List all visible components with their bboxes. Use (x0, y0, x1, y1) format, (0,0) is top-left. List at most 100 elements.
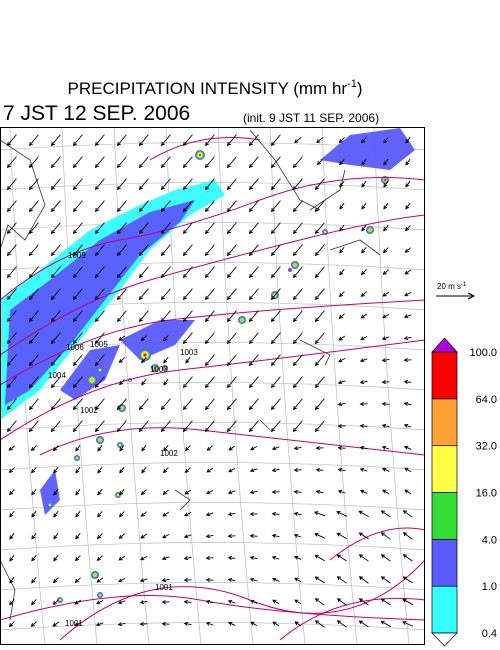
wind-arrow (270, 134, 281, 147)
wind-arrow (119, 379, 125, 386)
wind-arrow (293, 555, 302, 560)
wind-arrow (292, 178, 303, 191)
wind-arrow (138, 398, 149, 411)
wind-arrow (116, 398, 127, 411)
wind-arrow (163, 378, 169, 386)
precip-area (120, 320, 195, 360)
meridian (113, 127, 150, 645)
wind-arrow (361, 247, 367, 254)
precip-cell (154, 367, 156, 369)
wind-arrow (183, 534, 192, 539)
coastline (249, 129, 321, 211)
wind-arrow (182, 398, 193, 411)
coastline (0, 139, 46, 251)
wind-arrow (381, 467, 390, 472)
wind-arrow (339, 269, 345, 276)
wind-arrow (94, 420, 105, 433)
wind-arrow (270, 354, 281, 367)
colorbar-label: 1.0 (482, 581, 497, 593)
wind-arrow (402, 576, 413, 584)
wind-arrow (249, 511, 258, 517)
wind-arrow (182, 178, 193, 191)
wind-arrow (292, 354, 303, 367)
wind-arrow (160, 288, 171, 301)
isobar (0, 339, 425, 441)
wind-arrow (138, 266, 149, 279)
precip-area (320, 128, 415, 170)
wind-arrow (160, 420, 171, 433)
wind-arrow (315, 467, 324, 473)
wind-arrow (338, 313, 345, 319)
wind-arrow (248, 244, 259, 257)
meridian (269, 127, 306, 645)
wind-arrow (292, 244, 303, 257)
wind-arrow (162, 533, 170, 539)
wind-arrow (359, 358, 368, 363)
wind-arrow (160, 134, 171, 147)
wind-arrow (248, 420, 259, 433)
wind-arrow (138, 288, 149, 301)
wind-arrow (118, 357, 125, 364)
wind-arrow (250, 621, 258, 627)
wind-arrow (403, 357, 412, 363)
wind-arrow (271, 577, 280, 582)
wind-arrow (139, 621, 148, 627)
wind-arrow (50, 244, 61, 257)
wind-arrow (140, 335, 147, 342)
wind-arrow (360, 291, 367, 297)
wind-arrow (227, 512, 236, 517)
wind-arrow (271, 555, 280, 560)
wind-arrow (9, 554, 15, 562)
wind-arrow (31, 488, 37, 496)
wind-arrow (6, 178, 17, 191)
wind-arrow (314, 533, 326, 539)
wind-arrow (52, 599, 59, 605)
wind-arrow (314, 244, 325, 257)
wind-arrow (338, 291, 345, 298)
wind-arrow (96, 533, 103, 540)
parallel (0, 502, 425, 511)
wind-arrow (204, 376, 215, 389)
wind-arrow (380, 532, 391, 540)
wind-arrow (248, 288, 259, 301)
colorbar: 0.4 1.0 4.0 16.0 32.0 64.0 100.0 (431, 337, 497, 647)
wind-arrow (97, 444, 103, 452)
wind-arrow (161, 621, 170, 627)
wind-arrow (248, 200, 259, 213)
map: 1009 1006 1005 1004 1003 1003 1002 1002 1001 1001 (0, 127, 425, 645)
wind-arrow (9, 599, 15, 606)
wind-arrow (272, 621, 280, 627)
wind-arrow (94, 178, 105, 191)
wind-arrow (183, 599, 192, 605)
wind-arrow (226, 398, 237, 411)
wind-arrow (52, 577, 59, 584)
title-close: ) (357, 79, 363, 98)
wind-scale-label: 20 m s-1 (437, 282, 467, 291)
precip-cell (289, 269, 291, 271)
wind-arrow (160, 156, 171, 169)
colorbar-label: 0.4 (482, 628, 497, 640)
wind-arrow (183, 621, 192, 626)
wind-arrow (28, 222, 39, 235)
wind-arrow (6, 288, 17, 301)
isobar-label: 1004 (48, 371, 66, 380)
title-exp: -1 (347, 78, 357, 90)
isobar (0, 177, 425, 301)
wind-arrow (404, 291, 412, 297)
wind-arrow (28, 244, 39, 257)
wind-arrow (402, 621, 414, 627)
wind-arrow (316, 159, 323, 166)
wind-arrow (9, 576, 15, 584)
meridian (373, 127, 410, 645)
wind-arrow (315, 445, 324, 451)
wind-arrow (206, 489, 214, 495)
wind-arrow (6, 156, 17, 169)
wind-arrow (94, 222, 105, 235)
wind-arrow (52, 621, 60, 627)
wind-arrow (205, 577, 214, 583)
wind-arrow (358, 598, 369, 606)
wind-arrow (292, 156, 303, 169)
wind-arrow (72, 178, 83, 191)
wind-arrow (226, 288, 237, 301)
wind-arrow (116, 200, 127, 213)
